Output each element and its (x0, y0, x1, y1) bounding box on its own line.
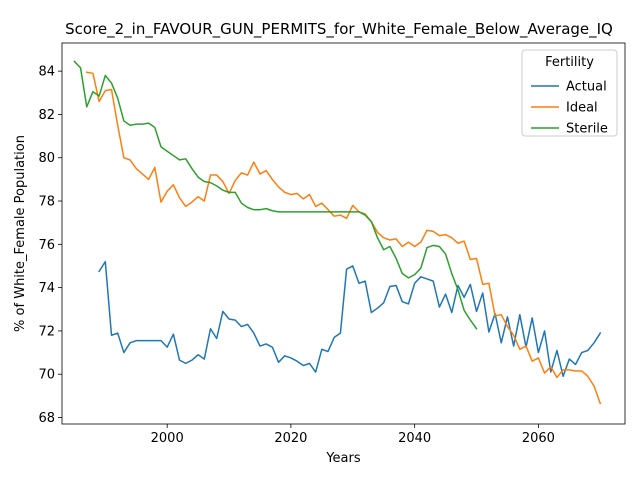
y-tick-label: 80 (38, 151, 55, 166)
y-tick-label: 82 (38, 108, 55, 123)
series-layer (73, 60, 602, 405)
y-tick-label: 68 (38, 411, 55, 426)
legend-title: Fertility (545, 55, 594, 70)
y-tick-label: 74 (38, 281, 55, 296)
x-tick-label: 2060 (522, 431, 555, 446)
series-line-ideal (85, 71, 602, 405)
y-axis-ticks: 68 70 72 74 76 78 80 82 84 (38, 65, 62, 426)
legend-label-ideal: Ideal (566, 101, 598, 116)
x-tick-label: 2040 (398, 431, 431, 446)
legend: Fertility Actual Ideal Sterile (521, 49, 618, 137)
x-tick-label: 2000 (151, 431, 184, 446)
series-line-sterile (73, 60, 478, 330)
legend-label-actual: Actual (566, 80, 607, 95)
legend-items: Actual Ideal Sterile (531, 80, 608, 137)
y-tick-label: 72 (38, 324, 55, 339)
chart-title: Score_2_in_FAVOUR_GUN_PERMITS_for_White_… (65, 20, 613, 39)
series-line-actual (98, 260, 602, 378)
legend-label-sterile: Sterile (566, 122, 608, 137)
y-tick-label: 76 (38, 238, 55, 253)
y-tick-label: 70 (38, 368, 55, 383)
x-tick-label: 2020 (274, 431, 307, 446)
x-axis-ticks: 2000 2020 2040 2060 (151, 424, 555, 446)
y-axis-label: % of White_Female Population (13, 135, 28, 332)
legend-box (521, 49, 618, 137)
x-axis-label: Years (325, 451, 361, 466)
plot-frame (61, 42, 626, 425)
y-tick-label: 78 (38, 195, 55, 210)
y-tick-label: 84 (38, 65, 55, 80)
